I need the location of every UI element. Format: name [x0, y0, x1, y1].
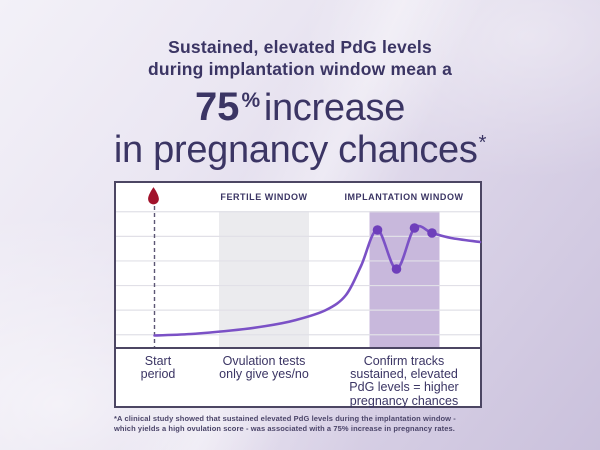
blood-drop-icon — [148, 187, 159, 205]
implantation-window-label: IMPLANTATION WINDOW — [344, 192, 464, 202]
stat-line-2: in pregnancy chances* — [0, 129, 600, 175]
annotation-start-period: Start period — [140, 354, 176, 382]
intro-line-1: Sustained, elevated PdG levels — [168, 37, 432, 57]
stat-line2-text: in pregnancy chances — [113, 129, 478, 171]
pdg-line-chart — [116, 206, 482, 347]
stat-number: 75 — [194, 85, 240, 129]
stat-line-1: 75% increase — [0, 87, 600, 132]
annotation-confirm-tracks: Confirm tracks sustained, elevated PdG lev… — [349, 354, 459, 408]
chart-annotation-row: Start period Ovulation tests only give yes… — [116, 347, 480, 408]
headline-stat: 75% increase in pregnancy chances* — [0, 87, 600, 175]
stat-word: increase — [263, 87, 406, 129]
annotation-ovulation-tests: Ovulation tests only give yes/no — [219, 354, 309, 382]
footnote-line-2: which yields a high ovulation score - wa… — [114, 423, 455, 433]
pdg-curve-svg — [116, 206, 482, 347]
chart-card: FERTILE WINDOW IMPLANTATION WINDOW Start… — [114, 181, 482, 408]
footnote-line-1: *A clinical study showed that sustained … — [114, 414, 456, 423]
footnote-marker: * — [478, 132, 487, 154]
fertile-window-label: FERTILE WINDOW — [220, 192, 308, 202]
footnote: *A clinical study showed that sustained … — [114, 414, 456, 433]
header: Sustained, elevated PdG levels during im… — [0, 36, 600, 175]
percent-sign: % — [241, 89, 260, 112]
intro-line-2: during implantation window mean a — [147, 59, 453, 79]
chart-top-row: FERTILE WINDOW IMPLANTATION WINDOW — [116, 183, 480, 211]
